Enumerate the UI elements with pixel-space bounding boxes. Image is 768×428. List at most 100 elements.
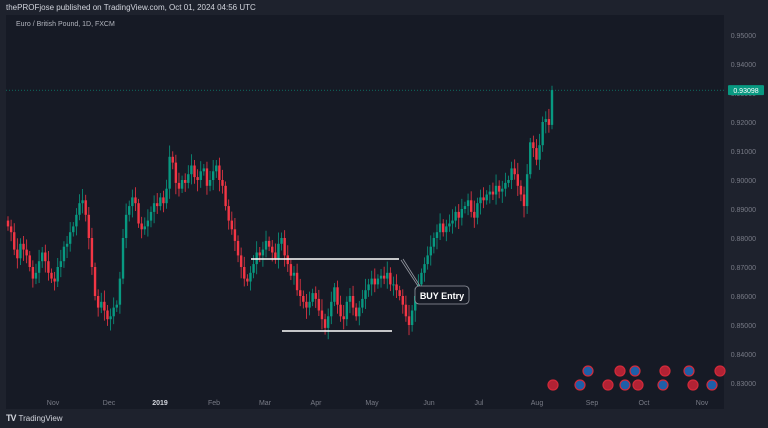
candle-body	[115, 304, 118, 308]
time-tick: Sep	[586, 400, 599, 407]
candle-body	[183, 180, 187, 183]
candle-body	[504, 182, 507, 189]
candle-body	[118, 278, 122, 305]
candle-body	[435, 232, 439, 238]
candle-body	[140, 223, 143, 230]
candle-body	[448, 223, 451, 227]
candle-body	[215, 165, 218, 172]
price-tick: 0.87000	[731, 265, 756, 272]
candle-body	[339, 304, 342, 317]
uk-flag-event-icon[interactable]	[602, 379, 614, 391]
eu-flag-event-icon[interactable]	[619, 379, 631, 391]
candle-body	[535, 148, 538, 160]
candle-body	[34, 272, 38, 279]
candle-body	[479, 197, 482, 204]
candle-body	[16, 249, 19, 259]
candle-body	[497, 185, 501, 192]
candle-body	[271, 246, 274, 253]
candle-body	[404, 304, 408, 317]
candle-body	[330, 301, 333, 317]
candle-body	[519, 185, 523, 195]
candle-body	[382, 275, 386, 279]
uk-flag-event-icon[interactable]	[687, 379, 699, 391]
candle-body	[277, 243, 280, 259]
candle-body	[72, 226, 75, 233]
candle-body	[264, 240, 268, 250]
candle-body	[398, 290, 401, 296]
candle-body	[196, 177, 199, 180]
candle-body	[193, 165, 196, 178]
time-axis[interactable]	[6, 395, 724, 409]
candle-body	[75, 214, 78, 227]
eu-flag-event-icon[interactable]	[683, 365, 695, 377]
candle-body	[261, 249, 265, 256]
time-tick: Feb	[208, 400, 220, 407]
eu-flag-event-icon[interactable]	[657, 379, 669, 391]
price-tick: 0.95000	[731, 33, 756, 40]
candle-body	[432, 238, 436, 247]
uk-flag-event-icon[interactable]	[714, 365, 726, 377]
candle-body	[62, 246, 66, 262]
candle-body	[302, 296, 305, 302]
uk-flag-event-icon[interactable]	[659, 365, 671, 377]
candle-body	[249, 272, 252, 282]
candle-body	[171, 156, 174, 163]
candle-body	[174, 162, 178, 183]
candle-body	[541, 122, 544, 146]
candle-body	[28, 255, 31, 267]
current-price-label	[728, 85, 764, 96]
candle-body	[243, 267, 246, 279]
eu-flag-event-icon[interactable]	[582, 365, 594, 377]
candle-body	[457, 211, 460, 218]
candle-body	[488, 191, 492, 195]
candle-body	[224, 185, 227, 207]
buy-entry-label: BUY Entry	[420, 291, 464, 301]
uk-flag-event-icon[interactable]	[632, 379, 644, 391]
candle-body	[351, 296, 355, 308]
candle-body	[124, 214, 128, 238]
candle-body	[6, 220, 10, 227]
price-tick: 0.88000	[731, 236, 756, 243]
candle-body	[190, 165, 193, 175]
candle-body	[395, 284, 398, 291]
uk-flag-event-icon[interactable]	[547, 379, 559, 391]
candle-body	[53, 278, 56, 282]
candle-body	[529, 142, 532, 175]
candle-body	[473, 211, 476, 218]
time-tick: Nov	[47, 400, 60, 407]
candle-body	[367, 284, 370, 291]
candle-body	[40, 252, 44, 262]
candle-body	[476, 203, 479, 218]
candle-body	[246, 278, 249, 282]
candle-body	[239, 255, 243, 267]
tradingview-logo-icon: TV	[6, 413, 16, 423]
candle-body	[429, 246, 432, 256]
candle-body	[84, 200, 87, 215]
candle-body	[230, 220, 234, 230]
candle-body	[274, 252, 277, 259]
candle-body	[208, 180, 212, 186]
price-tick: 0.89000	[731, 207, 756, 214]
time-tick: Oct	[639, 400, 650, 407]
buy-entry-callout[interactable]	[414, 285, 470, 305]
candle-body	[199, 171, 202, 180]
eu-flag-event-icon[interactable]	[706, 379, 718, 391]
current-price-text: 0.93098	[733, 88, 758, 95]
price-tick: 0.85000	[731, 323, 756, 330]
candle-body	[323, 319, 327, 328]
eu-flag-event-icon[interactable]	[629, 365, 641, 377]
candle-body	[59, 261, 63, 267]
symbol-title: Euro / British Pound, 1D, FXCM	[16, 21, 115, 28]
candle-body	[550, 90, 554, 125]
candle-body	[143, 226, 146, 230]
candle-body	[373, 278, 377, 285]
candle-body	[522, 194, 526, 207]
candle-body	[314, 293, 317, 299]
price-tick: 0.91000	[731, 149, 756, 156]
candle-body	[407, 316, 411, 325]
candle-body	[299, 290, 302, 296]
candle-body	[100, 301, 103, 308]
uk-flag-event-icon[interactable]	[614, 365, 626, 377]
eu-flag-event-icon[interactable]	[574, 379, 586, 391]
